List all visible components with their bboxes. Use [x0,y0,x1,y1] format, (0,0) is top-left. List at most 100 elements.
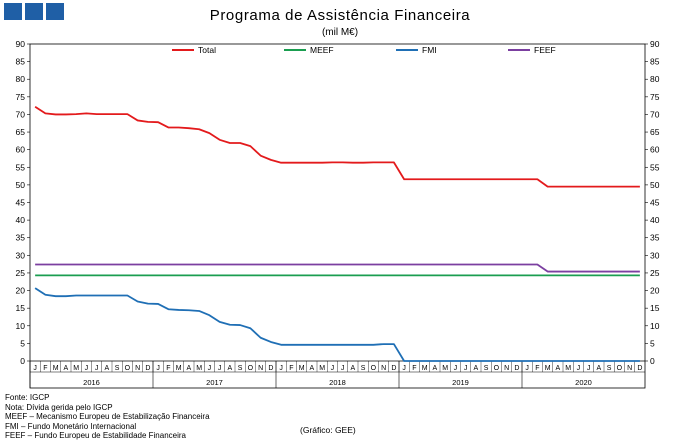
legend-label-feef: FEEF [534,45,556,55]
x-tick-label-month: J [525,365,529,372]
x-tick-label-month: J [218,365,222,372]
x-tick-label-month: F [166,365,170,372]
x-tick-label-month: D [514,365,519,372]
x-tick-label-month: M [299,365,305,372]
y-tick-label-left: 5 [20,338,25,348]
x-tick-label-month: F [289,365,293,372]
chart-title: Programa de Assistência Financeira [209,7,471,24]
y-tick-label-left: 60 [16,145,26,155]
footnote-feef: FEEF – Fundo Europeu de Estabilidade Fin… [5,431,186,440]
y-tick-label-left: 35 [16,233,26,243]
x-tick-label-month: O [248,365,254,372]
x-tick-label-month: J [341,365,345,372]
x-tick-label-month: M [53,365,59,372]
x-tick-label-month: J [279,365,283,372]
legend-label-meef: MEEF [310,45,334,55]
y-tick-label-left: 25 [16,268,26,278]
x-tick-label-month: N [381,365,386,372]
x-tick-label-month: A [597,365,602,372]
x-tick-label-month: S [484,365,489,372]
x-tick-label-year: 2016 [83,378,100,387]
x-tick-label-month: M [545,365,551,372]
footnote-source: Fonte: IGCP [5,393,50,402]
x-tick-label-month: M [196,365,202,372]
x-tick-label-year: 2017 [206,378,223,387]
chart-credit: (Gráfico: GEE) [300,425,356,435]
x-tick-label-month: M [422,365,428,372]
x-tick-label-month: N [627,365,632,372]
x-tick-label-year: 2019 [452,378,469,387]
x-tick-label-month: N [258,365,263,372]
x-tick-label-month: J [95,365,99,372]
x-tick-label-month: N [504,365,509,372]
x-tick-label-month: M [565,365,571,372]
x-tick-label-month: S [361,365,366,372]
footnote-note: Nota: Dívida gerida pelo IGCP [5,402,113,412]
x-tick-label-month: D [268,365,273,372]
x-tick-label-month: J [331,365,335,372]
x-tick-label-month: J [33,365,37,372]
x-tick-label-month: F [412,365,416,372]
x-tick-label-month: S [238,365,243,372]
x-tick-label-month: A [64,365,69,372]
series-line-fmi [34,287,640,362]
series-line-total [34,105,640,188]
x-tick-label-month: O [125,365,131,372]
x-tick-label-month: M [442,365,448,372]
y-tick-label-right: 80 [650,74,660,84]
y-tick-label-right: 75 [650,92,660,102]
x-tick-label-year: 2018 [329,378,346,387]
x-tick-label-month: J [85,365,89,372]
x-tick-label-month: F [43,365,47,372]
y-tick-label-left: 80 [16,74,26,84]
logo-square-3 [46,3,64,20]
y-tick-label-left: 75 [16,92,26,102]
x-tick-label-month: M [73,365,79,372]
x-tick-label-month: O [494,365,500,372]
y-tick-label-left: 0 [20,356,25,366]
y-tick-label-left: 90 [16,39,26,49]
y-tick-label-right: 90 [650,39,660,49]
footnote-meef: MEEF – Mecanismo Europeu de Estabilizaçã… [5,412,210,421]
x-tick-label-month: M [176,365,182,372]
legend-label-total: Total [198,45,216,55]
y-tick-label-left: 45 [16,198,26,208]
x-tick-label-month: J [402,365,406,372]
x-tick-label-month: A [556,365,561,372]
x-tick-label-month: F [535,365,539,372]
x-tick-label-month: A [105,365,110,372]
y-tick-label-right: 5 [650,338,655,348]
x-tick-label-month: A [187,365,192,372]
x-tick-label-month: A [433,365,438,372]
y-tick-label-right: 70 [650,109,660,119]
plot-frame [29,43,646,389]
x-tick-label-month: J [577,365,581,372]
x-tick-label-month: J [587,365,591,372]
y-tick-label-right: 85 [650,57,660,67]
x-tick-label-month: D [145,365,150,372]
y-tick-label-left: 70 [16,109,26,119]
x-tick-label-month: M [319,365,325,372]
y-tick-label-right: 25 [650,268,660,278]
x-tick-label-month: N [135,365,140,372]
x-tick-label-month: J [156,365,160,372]
y-tick-label-left: 10 [16,321,26,331]
x-tick-label-month: S [115,365,120,372]
x-tick-label-month: D [391,365,396,372]
x-tick-label-month: S [607,365,612,372]
legend-label-fmi: FMI [422,45,437,55]
y-tick-label-right: 15 [650,303,660,313]
footnotes: Fonte: IGCP Nota: Dívida gerida pelo IGC… [5,393,210,441]
y-tick-label-left: 50 [16,180,26,190]
series-line-feef [35,263,640,273]
x-tick-label-month: A [474,365,479,372]
y-tick-label-left: 30 [16,250,26,260]
footnote-fmi: FMI – Fundo Monetário Internacional [5,421,137,431]
y-tick-label-right: 55 [650,162,660,172]
y-tick-label-right: 60 [650,145,660,155]
y-tick-label-left: 15 [16,303,26,313]
y-tick-label-left: 65 [16,127,26,137]
y-tick-label-left: 55 [16,162,26,172]
x-tick-label-month: J [208,365,212,372]
